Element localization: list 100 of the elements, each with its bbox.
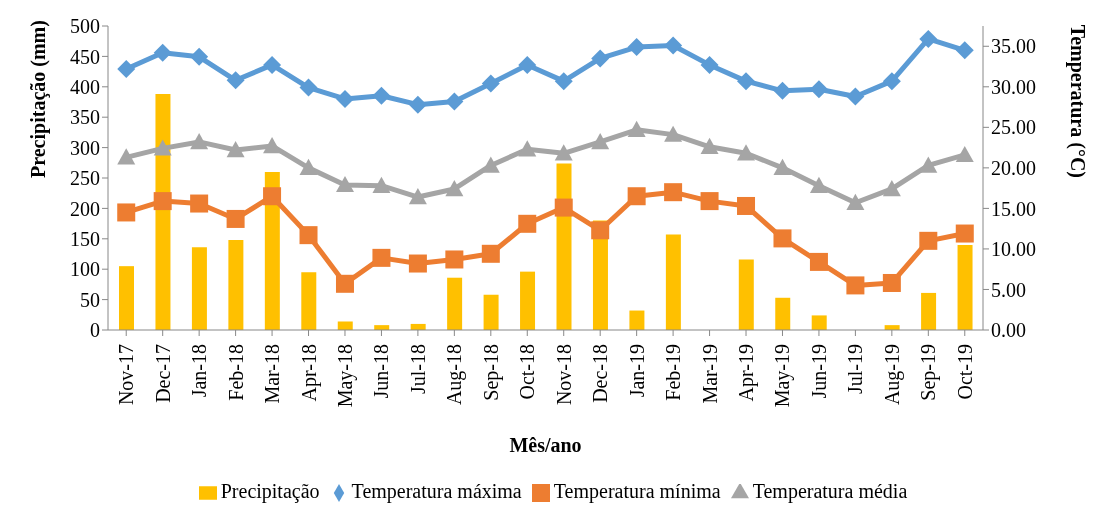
- point: [773, 158, 792, 176]
- point: [737, 196, 756, 215]
- point: [518, 55, 537, 74]
- point: [955, 41, 974, 60]
- y-tick-label: 100: [70, 258, 100, 281]
- y2-tick-label: 30.00: [991, 75, 1036, 98]
- x-tick-label: Sep-19: [917, 344, 941, 401]
- point: [481, 74, 500, 93]
- point: [554, 72, 573, 91]
- point: [700, 137, 719, 154]
- point: [445, 92, 464, 111]
- point: [554, 144, 573, 161]
- x-tick-label: Jul-19: [844, 344, 867, 394]
- y2-tick-label: 5.00: [991, 278, 1026, 301]
- point: [809, 176, 828, 193]
- x-tick-label: Jan-19: [625, 344, 648, 398]
- point: [664, 36, 683, 55]
- point: [263, 187, 282, 206]
- bar: [228, 240, 244, 330]
- x-tick-label: Mar-18: [261, 344, 284, 404]
- legend-label: Temperatura média: [752, 480, 908, 502]
- legend-label: Precipitação: [220, 480, 320, 502]
- legend-label: Temperatura máxima: [351, 480, 522, 502]
- legend-label: Temperatura mínima: [553, 480, 721, 502]
- point: [408, 188, 427, 205]
- point: [737, 144, 756, 161]
- x-tick-label: Dec-18: [589, 344, 612, 403]
- point: [299, 226, 318, 245]
- x-tick-label: Jun-18: [370, 344, 393, 399]
- point: [664, 125, 683, 142]
- point: [445, 179, 464, 197]
- x-tick-label: Aug-18: [443, 344, 467, 406]
- bar: [629, 310, 645, 330]
- point: [809, 252, 828, 271]
- bar: [191, 247, 207, 330]
- point: [700, 55, 719, 74]
- x-tick-label: Jul-18: [406, 344, 429, 394]
- point: [117, 203, 136, 222]
- y2-tick-label: 25.00: [991, 116, 1036, 139]
- point: [190, 132, 209, 150]
- point: [226, 71, 245, 90]
- point: [263, 136, 282, 154]
- point: [518, 140, 537, 157]
- y2-tick-label: 15.00: [991, 197, 1036, 220]
- x-tick-label: Jan-18: [188, 344, 211, 398]
- point: [226, 209, 245, 228]
- bar: [483, 294, 499, 330]
- point: [153, 139, 172, 156]
- point: [846, 193, 865, 210]
- point: [153, 192, 172, 211]
- bar: [811, 315, 827, 330]
- y-tick-label: 150: [70, 227, 100, 250]
- point: [518, 214, 537, 233]
- point: [481, 244, 500, 263]
- point: [773, 229, 792, 248]
- bar: [447, 277, 463, 330]
- y-tick-label: 0: [90, 319, 100, 342]
- y-tick-label: 50: [80, 288, 100, 311]
- bar: [337, 321, 353, 330]
- point: [591, 132, 610, 150]
- x-tick-label: Feb-18: [224, 344, 247, 401]
- point: [299, 78, 318, 97]
- y-tick-label: 450: [70, 45, 100, 68]
- point: [335, 89, 354, 108]
- point: [627, 187, 646, 206]
- point: [335, 175, 354, 193]
- bar: [119, 266, 134, 330]
- bar: [775, 297, 791, 330]
- y2-tick-label: 0.00: [991, 319, 1026, 342]
- point: [117, 148, 136, 165]
- x-tick-label: Oct-19: [953, 344, 976, 400]
- point: [955, 224, 974, 243]
- y2-tick-label: 10.00: [991, 238, 1036, 261]
- x-axis-title: Mês/ano: [509, 434, 582, 456]
- point: [445, 250, 464, 269]
- x-tick-label: Apr-19: [735, 344, 759, 402]
- x-tick-label: Nov-17: [115, 344, 138, 406]
- bar: [738, 259, 754, 330]
- y-axis-title: Precipitação (mm): [27, 20, 51, 178]
- y-tick-label: 500: [70, 15, 100, 38]
- point: [591, 221, 610, 240]
- point: [627, 38, 646, 57]
- x-tick-label: Feb-19: [662, 344, 685, 401]
- point: [882, 72, 901, 91]
- bar: [520, 271, 536, 330]
- y-tick-label: 300: [70, 136, 100, 159]
- y2-tick-label: 35.00: [991, 35, 1036, 58]
- x-tick-label: Dec-17: [151, 344, 174, 403]
- point: [846, 276, 865, 295]
- y-tick-label: 400: [70, 75, 100, 98]
- point: [955, 145, 974, 163]
- point: [372, 176, 391, 193]
- point: [737, 72, 756, 91]
- point: [335, 274, 354, 293]
- point: [263, 55, 282, 74]
- point: [190, 47, 209, 66]
- point: [919, 231, 938, 250]
- y2-tick-label: 20.00: [991, 156, 1036, 179]
- point: [919, 29, 938, 48]
- x-tick-label: Nov-18: [552, 344, 575, 406]
